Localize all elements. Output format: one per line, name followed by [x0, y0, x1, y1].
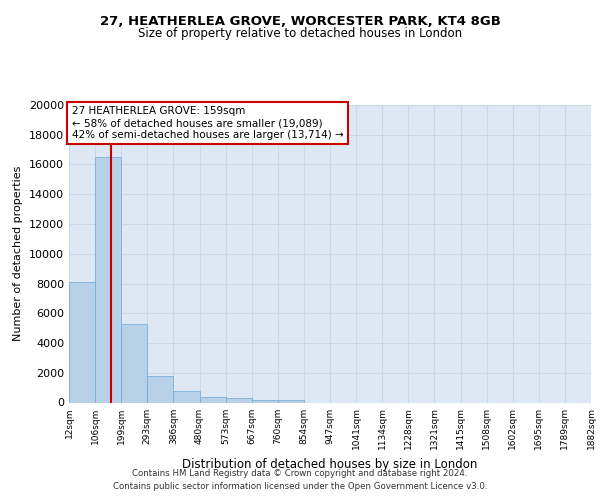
Bar	[69, 282, 95, 403]
X-axis label: Distribution of detached houses by size in London: Distribution of detached houses by size …	[182, 458, 478, 471]
Text: Contains public sector information licensed under the Open Government Licence v3: Contains public sector information licen…	[113, 482, 487, 491]
Text: Size of property relative to detached houses in London: Size of property relative to detached ho…	[138, 28, 462, 40]
Bar	[173, 392, 199, 402]
Bar	[95, 157, 121, 402]
Text: Contains HM Land Registry data © Crown copyright and database right 2024.: Contains HM Land Registry data © Crown c…	[132, 468, 468, 477]
Bar	[226, 398, 252, 402]
Bar	[121, 324, 148, 402]
Text: 27 HEATHERLEA GROVE: 159sqm
← 58% of detached houses are smaller (19,089)
42% of: 27 HEATHERLEA GROVE: 159sqm ← 58% of det…	[71, 106, 343, 140]
Text: 27, HEATHERLEA GROVE, WORCESTER PARK, KT4 8GB: 27, HEATHERLEA GROVE, WORCESTER PARK, KT…	[100, 15, 500, 28]
Y-axis label: Number of detached properties: Number of detached properties	[13, 166, 23, 342]
Bar	[278, 400, 304, 402]
Bar	[148, 376, 173, 402]
Bar	[252, 400, 278, 402]
Bar	[199, 398, 226, 402]
